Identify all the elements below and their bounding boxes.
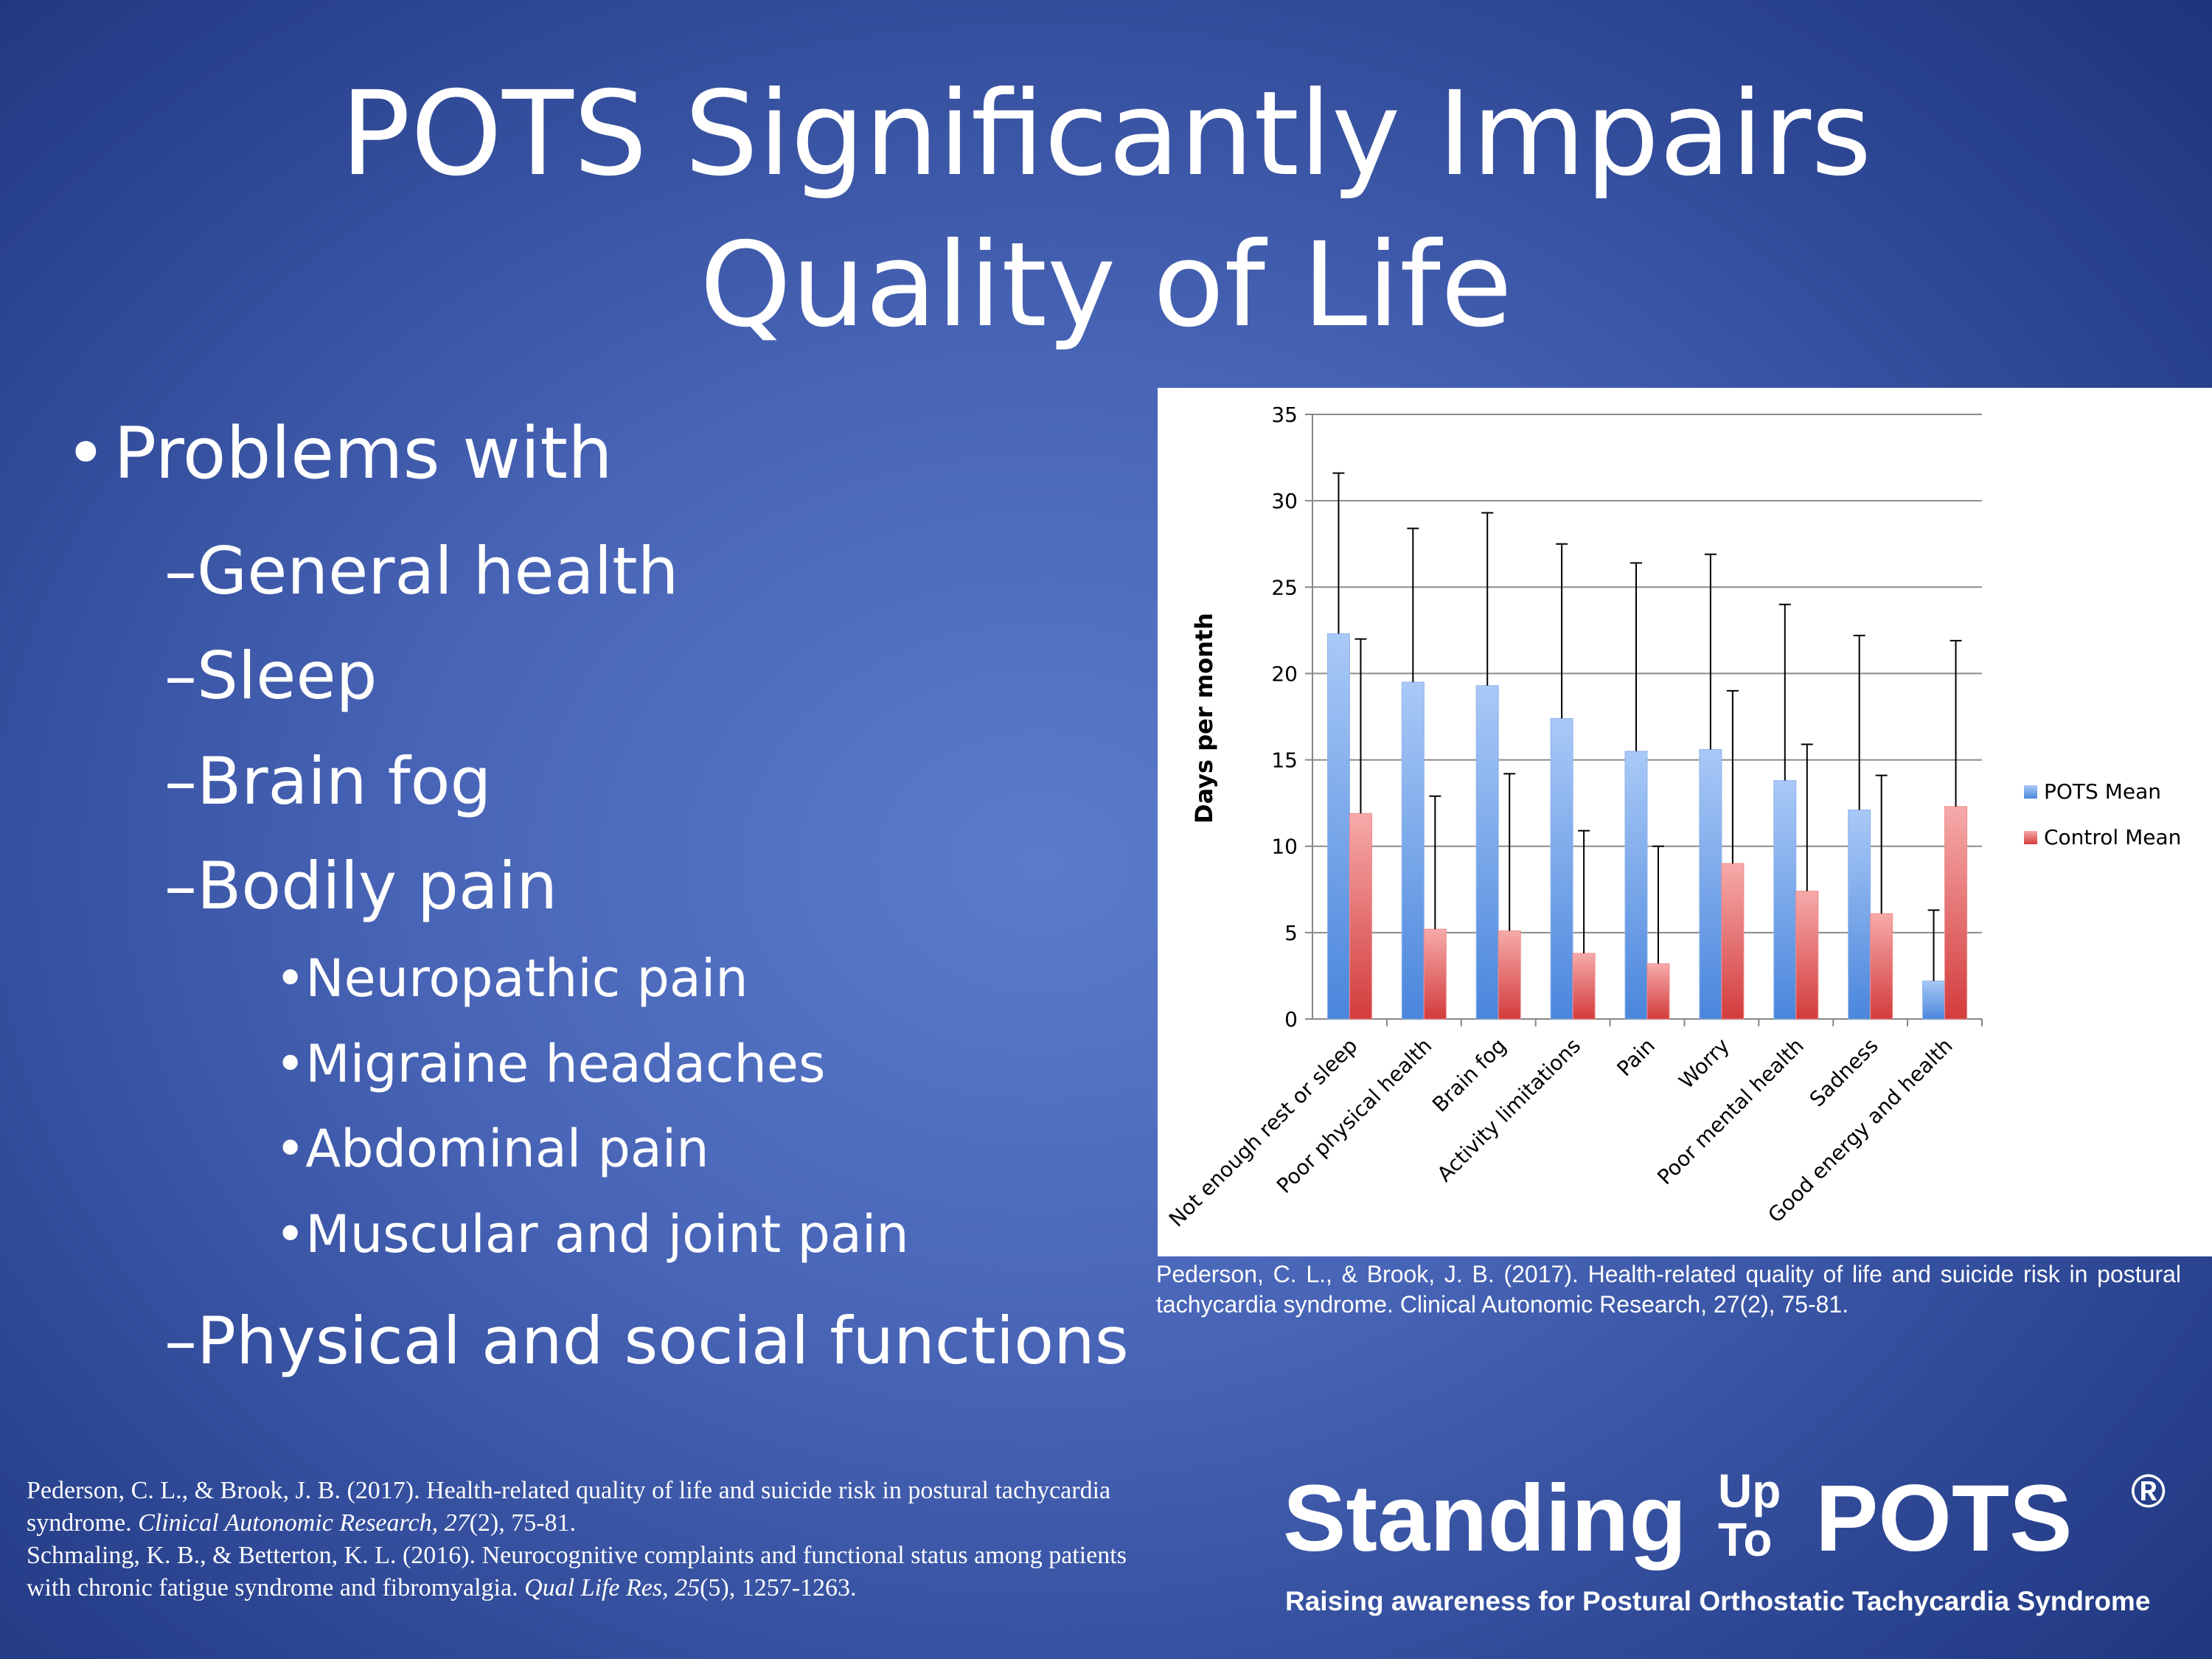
bullet-bodily-pain: –Bodily pain bbox=[164, 848, 558, 924]
registered-mark: ® bbox=[2131, 1464, 2166, 1517]
bar-control bbox=[1572, 953, 1596, 1020]
bar-control bbox=[1498, 931, 1521, 1020]
logo-word-standing: Standing bbox=[1283, 1466, 1687, 1571]
bar-pots bbox=[1699, 749, 1722, 1020]
bullet-brain-fog: –Brain fog bbox=[164, 743, 492, 819]
y-tick-label: 15 bbox=[1271, 748, 1298, 773]
bar-control bbox=[1646, 963, 1670, 1020]
bullet-migraine-headaches: •Migraine headaches bbox=[275, 1034, 826, 1094]
logo-word-to: To bbox=[1718, 1513, 1773, 1566]
bullet-physical-social: –Physical and social functions bbox=[164, 1303, 1129, 1379]
bullet-abdominal-pain: •Abdominal pain bbox=[275, 1119, 709, 1179]
logo-word-up: Up bbox=[1718, 1464, 1781, 1517]
bar-pots bbox=[1475, 685, 1499, 1020]
bar-pots bbox=[1624, 751, 1648, 1020]
bullet-general-health: –General health bbox=[164, 533, 679, 609]
reference-1-journal: Clinical Autonomic Research, 27 bbox=[138, 1509, 470, 1537]
logo-word-pots: POTS bbox=[1815, 1466, 2073, 1571]
legend-label-pots: POTS Mean bbox=[2044, 779, 2161, 804]
slide-title: POTS Significantly Impairs Quality of Li… bbox=[0, 59, 2212, 361]
chart-legend: POTS Mean Control Mean bbox=[2024, 779, 2181, 849]
title-line-2: Quality of Life bbox=[699, 218, 1513, 353]
bar-control bbox=[1795, 891, 1819, 1020]
bullet-sleep: –Sleep bbox=[164, 638, 378, 714]
bar-pots bbox=[1848, 810, 1871, 1020]
bar-control bbox=[1423, 928, 1447, 1020]
bar-control bbox=[1944, 806, 1968, 1020]
chart-citation: Pederson, C. L., & Brook, J. B. (2017). … bbox=[1156, 1261, 2181, 1318]
bullet-neuropathic-pain: •Neuropathic pain bbox=[275, 948, 748, 1009]
y-tick-label: 20 bbox=[1271, 661, 1298, 686]
x-tick-label: Worry bbox=[1674, 1034, 1734, 1094]
y-tick-label: 10 bbox=[1271, 835, 1298, 859]
reference-2-text: Schmaling, K. B., & Betterton, K. L. (20… bbox=[27, 1542, 1127, 1601]
logo-tagline: Raising awareness for Postural Orthostat… bbox=[1285, 1586, 2151, 1616]
bar-control bbox=[1870, 913, 1893, 1020]
y-tick-label: 30 bbox=[1271, 489, 1298, 513]
references: Pederson, C. L., & Brook, J. B. (2017). … bbox=[27, 1475, 1177, 1604]
chart-panel: 0 5 10 15 20 25 30 35 Not enough rest or sleep P… bbox=[1158, 388, 2212, 1256]
bar-chart: 0 5 10 15 20 25 30 35 Not enough rest or sleepP… bbox=[1164, 403, 2182, 1232]
bar-pots bbox=[1922, 980, 1946, 1020]
legend-swatch-pots bbox=[2024, 785, 2037, 799]
reference-2-end: (5), 1257-1263. bbox=[700, 1574, 857, 1601]
x-tick-label: Poor mental health bbox=[1652, 1034, 1809, 1190]
bar-pots bbox=[1401, 681, 1425, 1020]
x-tick-label: Sadness bbox=[1805, 1034, 1883, 1112]
y-tick-label: 0 bbox=[1284, 1007, 1298, 1032]
y-tick-label: 5 bbox=[1284, 921, 1298, 945]
reference-1-end: (2), 75-81. bbox=[469, 1509, 577, 1537]
x-tick-label: Pain bbox=[1612, 1034, 1660, 1082]
chart-error-bars bbox=[1332, 472, 1962, 981]
bullet-problems-with: • Problems with bbox=[65, 412, 613, 495]
legend-label-control: Control Mean bbox=[2044, 825, 2181, 849]
chart-bars bbox=[1326, 633, 1968, 1020]
standing-up-to-pots-logo: Standing Up To POTS ® bbox=[1283, 1467, 2190, 1637]
bar-control bbox=[1721, 863, 1745, 1020]
bar-control bbox=[1349, 813, 1372, 1020]
y-axis-label: Days per month bbox=[1190, 613, 1218, 824]
y-axis-ticks: 0 5 10 15 20 25 30 35 bbox=[1271, 403, 1298, 1032]
reference-1-text: Pederson, C. L., & Brook, J. B. (2017). … bbox=[27, 1477, 1111, 1537]
bullet-muscular-joint-pain: •Muscular and joint pain bbox=[275, 1204, 909, 1265]
title-line-1: POTS Significantly Impairs bbox=[340, 66, 1872, 202]
legend-swatch-control bbox=[2024, 831, 2037, 844]
bar-pots bbox=[1773, 780, 1797, 1020]
x-tick-label: Activity limitations bbox=[1433, 1034, 1586, 1187]
bar-pots bbox=[1326, 633, 1350, 1020]
y-tick-label: 25 bbox=[1271, 575, 1298, 599]
y-tick-label: 35 bbox=[1271, 403, 1298, 427]
reference-2-journal: Qual Life Res, 25 bbox=[524, 1574, 700, 1601]
bar-pots bbox=[1550, 717, 1573, 1020]
